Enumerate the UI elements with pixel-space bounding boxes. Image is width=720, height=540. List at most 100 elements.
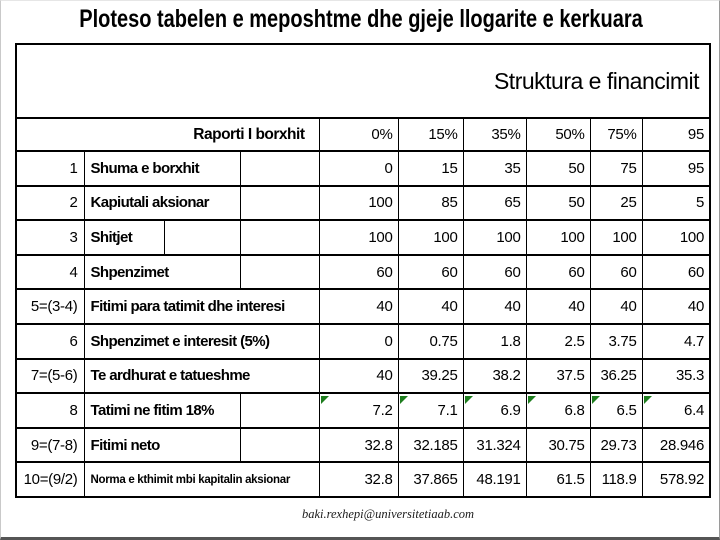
value-cell: 50 <box>525 184 591 222</box>
slide-title: Ploteso tabelen e meposhtme dhe gjeje ll… <box>79 5 643 33</box>
value-cell: 38.2 <box>462 357 527 395</box>
formula-flag-icon <box>399 396 408 405</box>
value-cell: 32.8 <box>318 426 399 464</box>
debt-ratio-label-cell: Raporti I borxhit <box>15 117 320 152</box>
value-cell: 6.8 <box>525 392 591 429</box>
value-cell: 1.8 <box>462 322 527 360</box>
value-cell: 29.73 <box>589 426 643 464</box>
empty-cell <box>239 253 320 291</box>
value-cell: 48.191 <box>462 461 527 498</box>
value-cell: 40 <box>318 288 399 325</box>
value-cell: 100 <box>397 219 464 256</box>
row-label-cell: Shpenzimet e interesit (5%) <box>83 322 320 360</box>
value-cell: 100 <box>318 219 399 256</box>
value-cell: 60 <box>397 253 464 291</box>
row-number-cell: 8 <box>15 392 85 429</box>
formula-flag-icon <box>643 396 652 405</box>
value-cell: 60 <box>462 253 527 291</box>
value-cell: 0 <box>318 322 399 360</box>
value-cell: 100 <box>318 184 399 222</box>
table-row: 10=(9/2) Norma e kthimit mbi kapitalin ak… <box>15 461 711 498</box>
table-row: 1 Shuma e borxhit 0 15 35 50 75 95 <box>15 150 711 187</box>
value-cell: 40 <box>318 357 399 395</box>
row-label-cell: Fitimi para tatimit dhe interesi <box>83 288 320 325</box>
table-row: 3 Shitjet 100 100 100 100 100 100 <box>15 219 711 256</box>
value-cell: 100 <box>641 219 711 256</box>
value-cell: 100 <box>462 219 527 256</box>
value-cell: 32.185 <box>397 426 464 464</box>
value-cell: 5 <box>641 184 711 222</box>
debt-ratio-value-cell: 75% <box>589 117 643 152</box>
value-cell: 100 <box>525 219 591 256</box>
value-cell: 4.7 <box>641 322 711 360</box>
value-cell: 60 <box>641 253 711 291</box>
row-number-cell: 10=(9/2) <box>15 461 85 498</box>
table-body: 1 Shuma e borxhit 0 15 35 50 75 95 2 Kapiutali ak… <box>15 150 711 498</box>
empty-cell <box>163 219 241 256</box>
row-number-cell: 6 <box>15 322 85 360</box>
debt-ratio-value-cell: 35% <box>462 117 527 152</box>
value-cell: 6.5 <box>589 392 643 429</box>
row-label-cell: Kapiutali aksionar <box>83 184 241 222</box>
value-cell: 85 <box>397 184 464 222</box>
value-cell: 40 <box>641 288 711 325</box>
table-row: 2 Kapiutali aksionar 100 85 65 50 25 5 <box>15 184 711 222</box>
value-cell: 578.92 <box>641 461 711 498</box>
value-cell: 35.3 <box>641 357 711 395</box>
debt-ratio-value-cell: 0% <box>318 117 399 152</box>
debt-ratio-row: Raporti I borxhit 0% 15% 35% 50% 75% 95 <box>15 117 711 152</box>
table-row: 4 Shpenzimet 60 60 60 60 60 60 <box>15 253 711 291</box>
row-number-cell: 2 <box>15 184 85 222</box>
table-title-cell: Struktura e financimit <box>15 43 711 119</box>
value-cell: 28.946 <box>641 426 711 464</box>
value-cell: 40 <box>589 288 643 325</box>
row-label-cell: Shuma e borxhit <box>83 150 241 187</box>
value-cell: 75 <box>589 150 643 187</box>
value-cell: 3.75 <box>589 322 643 360</box>
empty-cell <box>239 392 320 429</box>
table-row: 8 Tatimi ne fitim 18% 7.2 7.1 6.9 6.8 6.5 6.4 <box>15 392 711 429</box>
footer-email: baki.rexhepi@universitetiaab.com <box>301 507 475 521</box>
value-cell: 6.4 <box>641 392 711 429</box>
value-cell: 36.25 <box>589 357 643 395</box>
value-cell: 25 <box>589 184 643 222</box>
value-cell: 61.5 <box>525 461 591 498</box>
value-cell: 0 <box>318 150 399 187</box>
row-number-cell: 3 <box>15 219 85 256</box>
value-cell: 40 <box>397 288 464 325</box>
row-number-cell: 7=(5-6) <box>15 357 85 395</box>
row-number-cell: 1 <box>15 150 85 187</box>
value-cell: 0.75 <box>397 322 464 360</box>
table-row: 6 Shpenzimet e interesit (5%) 0 0.75 1.8 2.5 3… <box>15 322 711 360</box>
table-row: 5=(3-4) Fitimi para tatimit dhe interesi 4… <box>15 288 711 325</box>
row-label-cell: Norma e kthimit mbi kapitalin aksionar <box>83 461 320 498</box>
empty-cell <box>239 426 320 464</box>
formula-flag-icon <box>320 396 329 405</box>
row-label-cell: Shitjet <box>83 219 165 256</box>
value-cell: 50 <box>525 150 591 187</box>
debt-ratio-value-cell: 95 <box>641 117 711 152</box>
value-cell: 30.75 <box>525 426 591 464</box>
financing-table: Struktura e financimit Raporti I borxhit… <box>15 43 711 498</box>
value-cell: 2.5 <box>525 322 591 360</box>
row-label-cell: Fitimi neto <box>83 426 241 464</box>
value-cell: 15 <box>397 150 464 187</box>
row-number-cell: 4 <box>15 253 85 291</box>
empty-cell <box>239 184 320 222</box>
row-label-cell: Tatimi ne fitim 18% <box>83 392 241 429</box>
value-cell: 37.865 <box>397 461 464 498</box>
table-row: 9=(7-8) Fitimi neto 32.8 32.185 31.324 30.75 2… <box>15 426 711 464</box>
value-cell: 37.5 <box>525 357 591 395</box>
row-label-cell: Te ardhurat e tatueshme <box>83 357 320 395</box>
row-number-cell: 9=(7-8) <box>15 426 85 464</box>
table-row: 7=(5-6) Te ardhurat e tatueshme 40 39.25 38.… <box>15 357 711 395</box>
value-cell: 31.324 <box>462 426 527 464</box>
value-cell: 7.1 <box>397 392 464 429</box>
value-cell: 118.9 <box>589 461 643 498</box>
row-label-cell: Shpenzimet <box>83 253 241 291</box>
value-cell: 40 <box>462 288 527 325</box>
value-cell: 40 <box>525 288 591 325</box>
empty-cell <box>239 219 320 256</box>
value-cell: 6.9 <box>462 392 527 429</box>
